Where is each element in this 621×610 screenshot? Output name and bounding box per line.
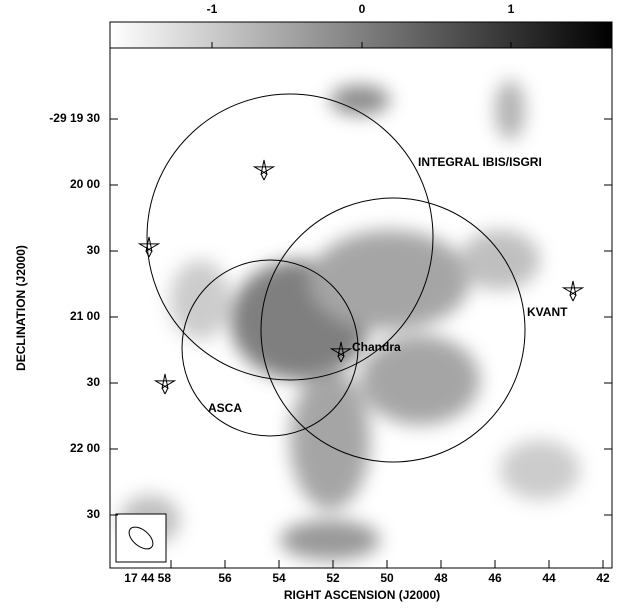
y-tick-label: 30 <box>87 375 101 389</box>
star <box>254 159 274 181</box>
colorbar <box>109 21 613 49</box>
y-axis-label: DECLINATION (J2000) <box>14 245 28 371</box>
x-tick-label: 54 <box>272 571 286 585</box>
x-tick-label: 44 <box>542 571 556 585</box>
star <box>155 373 175 395</box>
y-tick-label: 30 <box>87 243 101 257</box>
radio-map <box>120 80 580 560</box>
y-tick-label: 20 00 <box>70 177 100 191</box>
annotation: INTEGRAL IBIS/ISGRI <box>418 155 542 169</box>
annotation: KVANT <box>527 305 568 319</box>
fov-circles <box>146 93 526 463</box>
x-tick-label: 52 <box>326 571 340 585</box>
y-tick-label: 21 00 <box>70 309 100 323</box>
star <box>563 280 583 302</box>
star <box>139 236 159 258</box>
x-tick-label: 42 <box>596 571 610 585</box>
beam-box <box>115 513 167 563</box>
x-axis-label: RIGHT ASCENSION (J2000) <box>284 588 440 602</box>
beam <box>128 526 154 550</box>
integral-circle <box>146 93 434 381</box>
annotation: Chandra <box>352 340 401 354</box>
x-tick-label: 50 <box>380 571 394 585</box>
annotation: ASCA <box>208 401 242 415</box>
colorbar-tick-label: -1 <box>207 2 218 16</box>
kvant-circle <box>260 197 526 463</box>
colorbar-tick-label: 0 <box>359 2 366 16</box>
x-tick-label: 56 <box>218 571 232 585</box>
x-tick-label: 48 <box>434 571 448 585</box>
x-tick-label: 46 <box>488 571 502 585</box>
y-tick-label: -29 19 30 <box>49 111 100 125</box>
y-tick-label: 30 <box>87 507 101 521</box>
y-tick-label: 22 00 <box>70 441 100 455</box>
colorbar-tick-label: 1 <box>508 2 515 16</box>
x-tick-label: 17 44 58 <box>124 571 171 585</box>
plot-frame <box>109 47 613 569</box>
asca-circle <box>181 259 359 437</box>
